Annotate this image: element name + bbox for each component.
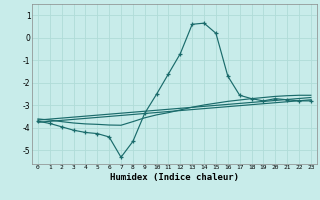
X-axis label: Humidex (Indice chaleur): Humidex (Indice chaleur) [110, 173, 239, 182]
